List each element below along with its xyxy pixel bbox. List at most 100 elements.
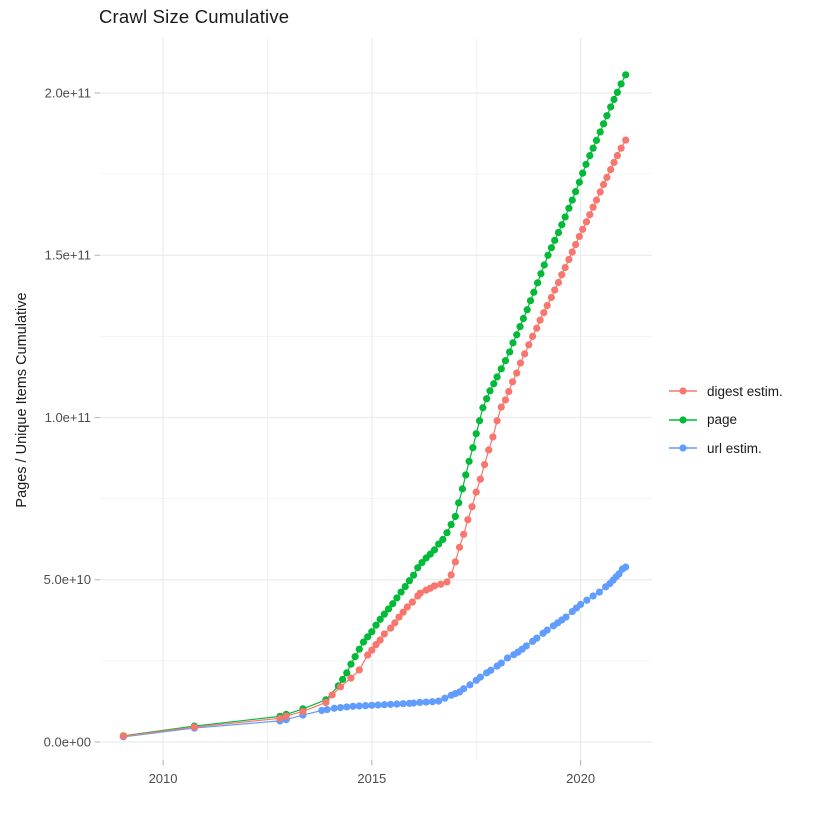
- data-point: [613, 152, 621, 160]
- data-point: [451, 558, 459, 566]
- data-point: [583, 596, 591, 604]
- y-tick-label: 0.0e+00: [44, 734, 91, 749]
- data-point: [318, 706, 326, 715]
- data-point: [565, 204, 573, 212]
- legend-key-digest-estim-icon: [669, 387, 697, 395]
- data-point: [323, 705, 331, 714]
- data-point: [607, 103, 615, 111]
- data-point: [543, 301, 551, 310]
- data-point: [355, 702, 363, 710]
- data-point: [455, 543, 464, 551]
- data-point: [435, 697, 443, 705]
- data-point: [521, 350, 529, 358]
- data-point: [592, 136, 601, 144]
- data-point: [380, 610, 388, 618]
- data-point: [359, 638, 368, 646]
- data-point: [439, 535, 447, 544]
- data-point: [395, 613, 403, 621]
- data-point: [391, 619, 399, 627]
- legend-label: page: [707, 412, 738, 428]
- data-point: [397, 588, 405, 596]
- data-point: [516, 359, 525, 367]
- data-point: [568, 248, 576, 256]
- data-point: [443, 578, 451, 586]
- data-point: [414, 564, 422, 572]
- data-point: [409, 699, 418, 707]
- data-point: [523, 306, 531, 314]
- data-point: [441, 694, 449, 702]
- data-point: [575, 178, 583, 186]
- data-point: [462, 471, 470, 479]
- legend-item-url-estim: url estim.: [668, 434, 783, 463]
- data-point: [503, 654, 512, 662]
- data-point: [536, 316, 544, 324]
- data-point: [368, 646, 376, 654]
- data-point: [544, 251, 552, 259]
- legend-key-dot: [679, 416, 687, 424]
- data-point: [540, 261, 548, 269]
- data-point: [343, 703, 351, 711]
- data-point: [480, 460, 489, 469]
- legend-key-dot: [679, 387, 687, 395]
- data-point: [435, 540, 443, 548]
- data-point: [497, 659, 505, 667]
- data-point: [543, 626, 551, 634]
- series-digest-estim: [119, 136, 630, 740]
- data-point: [347, 660, 355, 668]
- data-point: [533, 324, 541, 332]
- data-point: [547, 244, 555, 252]
- data-point: [525, 341, 533, 349]
- legend-label: digest estim.: [707, 383, 783, 399]
- data-point: [622, 71, 630, 79]
- data-point: [376, 636, 384, 644]
- data-point: [393, 700, 401, 708]
- data-point: [466, 681, 474, 689]
- data-point: [418, 558, 426, 567]
- data-point: [622, 136, 630, 144]
- data-point: [330, 704, 338, 712]
- data-point: [586, 211, 594, 219]
- data-point: [364, 633, 372, 641]
- data-point: [558, 221, 566, 229]
- data-point: [561, 263, 569, 272]
- data-point: [505, 387, 513, 396]
- data-point: [554, 278, 563, 287]
- data-point: [487, 666, 495, 674]
- legend-key-page-icon: [669, 416, 697, 424]
- data-point: [447, 520, 455, 529]
- data-point: [399, 700, 407, 708]
- data-point: [372, 621, 380, 629]
- data-point: [372, 641, 380, 649]
- y-axis-labels: 0.0e+00 5.0e+10 1.0e+11 1.5e+11 2.0e+11: [44, 86, 91, 750]
- legend: digest estim. page url estim.: [668, 377, 783, 463]
- data-point: [528, 332, 537, 340]
- data-point: [351, 653, 359, 661]
- data-point: [364, 651, 372, 659]
- data-point: [443, 529, 451, 537]
- data-point: [551, 236, 559, 244]
- data-point: [522, 642, 530, 650]
- data-point: [468, 503, 476, 511]
- y-tick-label: 1.0e+11: [45, 410, 91, 425]
- data-point: [617, 80, 625, 88]
- data-point: [610, 158, 618, 167]
- data-point: [336, 703, 345, 712]
- data-point: [451, 512, 459, 521]
- data-point: [493, 417, 501, 425]
- data-point: [460, 685, 468, 693]
- data-point: [586, 152, 594, 160]
- data-point: [530, 288, 538, 296]
- data-point: [595, 588, 603, 596]
- data-point: [617, 144, 625, 152]
- data-point: [336, 683, 345, 691]
- data-point: [338, 675, 347, 683]
- data-point: [428, 698, 436, 706]
- data-point: [416, 698, 424, 707]
- data-point: [361, 702, 370, 710]
- data-point: [472, 488, 480, 496]
- data-point: [483, 395, 491, 403]
- data-point: [380, 701, 388, 709]
- chart-title: Crawl Size Cumulative: [99, 6, 290, 27]
